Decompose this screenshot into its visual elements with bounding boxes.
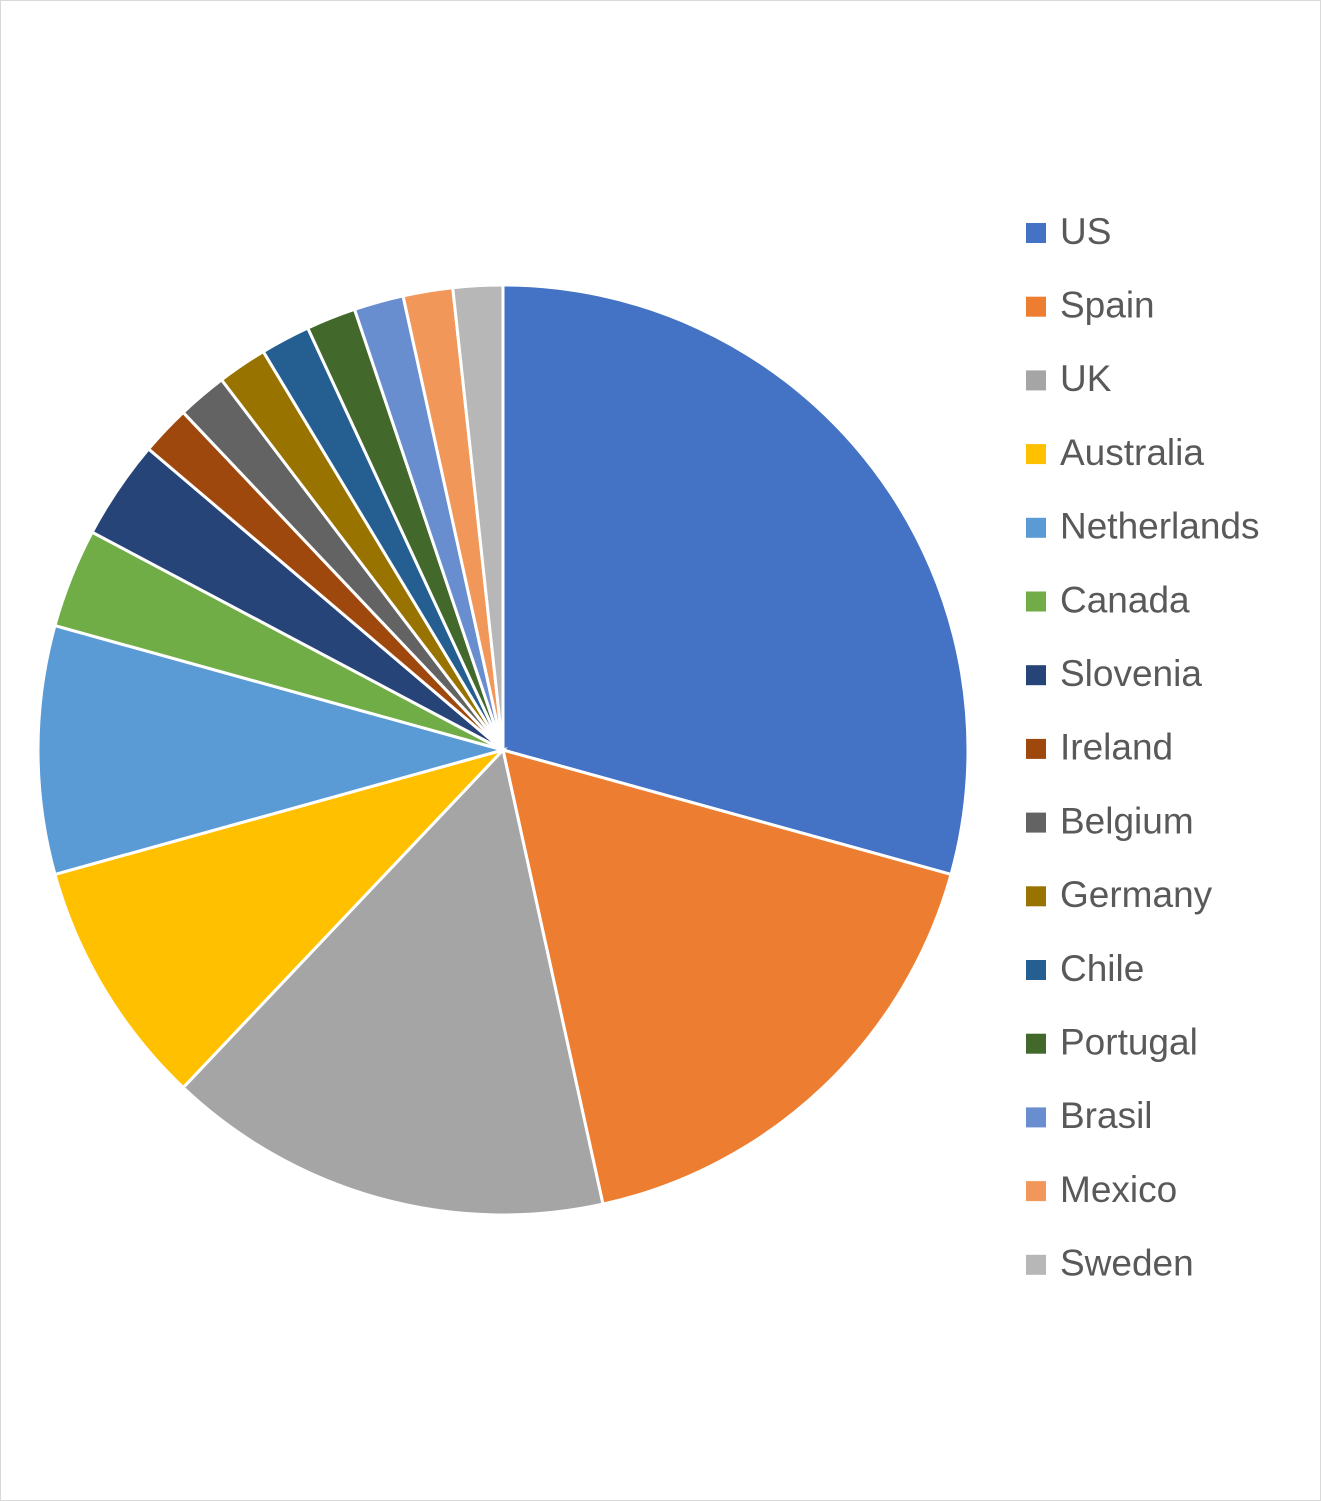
pie-slice — [501, 283, 970, 877]
legend-label: Sweden — [1060, 1243, 1194, 1284]
legend-swatch — [1026, 1254, 1046, 1275]
legend-swatch — [1026, 591, 1046, 612]
pie-slice — [53, 747, 508, 1090]
legend-label: Belgium — [1060, 800, 1194, 841]
legend-label: Netherlands — [1060, 506, 1260, 547]
legend-label: Portugal — [1060, 1021, 1198, 1062]
legend-swatch — [1026, 665, 1046, 686]
legend-swatch — [1026, 812, 1046, 833]
legend-label: UK — [1060, 358, 1112, 399]
legend-swatch — [1026, 960, 1046, 980]
legend-label: Canada — [1060, 579, 1190, 620]
legend-swatch — [1026, 1181, 1046, 1202]
pie-slice — [36, 623, 509, 877]
legend-label: Chile — [1060, 948, 1144, 989]
legend-label: Ireland — [1060, 727, 1173, 768]
pie-slice — [451, 283, 505, 751]
pie-slice — [181, 746, 605, 1217]
legend-swatch — [1026, 223, 1046, 243]
pie-slice — [500, 747, 953, 1206]
legend-label: Australia — [1060, 432, 1204, 473]
legend-swatch — [1026, 738, 1046, 759]
legend-label: Mexico — [1060, 1169, 1177, 1210]
legend-label: Germany — [1060, 874, 1213, 915]
legend-swatch — [1026, 1107, 1046, 1128]
legend-swatch — [1026, 886, 1046, 907]
legend-label: US — [1060, 211, 1111, 252]
legend-swatch — [1026, 517, 1046, 538]
legend-label: Spain — [1060, 284, 1155, 325]
legend-label: Slovenia — [1060, 653, 1202, 694]
legend-swatch — [1026, 444, 1046, 465]
legend-swatch — [1026, 1033, 1046, 1054]
legend-swatch — [1026, 296, 1046, 317]
legend-swatch — [1026, 370, 1046, 391]
legend-label: Brasil — [1060, 1095, 1153, 1136]
